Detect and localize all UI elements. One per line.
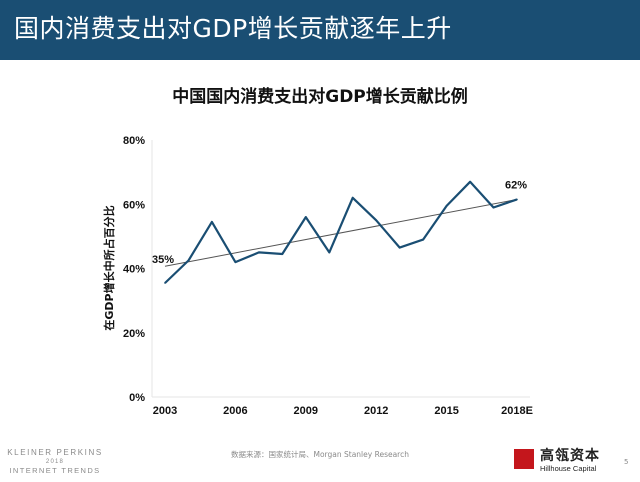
data-point: [234, 261, 237, 263]
hillhouse-logo-icon: [514, 449, 534, 469]
y-tick-label: 80%: [123, 135, 145, 147]
data-point: [328, 251, 331, 254]
hillhouse-name-cn: 高瓴资本: [540, 448, 600, 464]
x-tick-label: 2006: [223, 405, 247, 417]
brand-line-1: KLEINER PERKINS: [7, 448, 103, 457]
x-tick-label: 2015: [434, 405, 458, 417]
data-point: [351, 197, 354, 199]
page-title: 国内消费支出对GDP增长贡献逐年上升: [14, 14, 452, 43]
brand-line-3: INTERNET TRENDS: [9, 466, 101, 475]
data-label: 35%: [152, 254, 174, 266]
data-point: [445, 205, 448, 207]
x-tick-label: 2018E: [501, 405, 533, 417]
brand-line-2: 2018: [45, 459, 65, 465]
data-point: [187, 259, 190, 262]
data-label: 62%: [505, 179, 527, 191]
data-point: [398, 246, 401, 249]
header-bar: 国内消费支出对GDP增长贡献逐年上升: [0, 0, 640, 60]
y-tick-label: 0%: [129, 392, 145, 404]
y-tick-label: 60%: [123, 199, 145, 211]
chart-title: 中国国内消费支出对GDP增长贡献比例: [172, 86, 468, 107]
trend-line: [164, 198, 518, 267]
kpcb-brand: KLEINER PERKINS 2018 INTERNET TRENDS: [0, 448, 110, 475]
y-tick-label: 40%: [123, 264, 145, 276]
data-point: [281, 253, 284, 255]
data-point: [375, 219, 378, 222]
x-tick-label: 2009: [294, 405, 318, 417]
y-axis-label: 在GDP增长中所占百分比: [102, 205, 116, 330]
x-tick-label: 2012: [364, 405, 388, 417]
data-point: [422, 238, 424, 241]
data-point: [469, 180, 471, 183]
data-point: [492, 206, 495, 209]
x-tick-label: 2003: [153, 405, 177, 417]
data-point: [305, 216, 307, 218]
y-tick-label: 20%: [123, 328, 145, 340]
series-line: [164, 180, 518, 284]
data-source: 数据来源：国家统计局、Morgan Stanley Research: [231, 450, 409, 459]
page-number: 5: [624, 458, 629, 466]
data-point: [258, 251, 260, 254]
data-point: [164, 282, 166, 284]
hillhouse-name-en: Hillhouse Capital: [540, 464, 597, 473]
data-point: [516, 198, 518, 201]
data-point: [211, 221, 213, 223]
